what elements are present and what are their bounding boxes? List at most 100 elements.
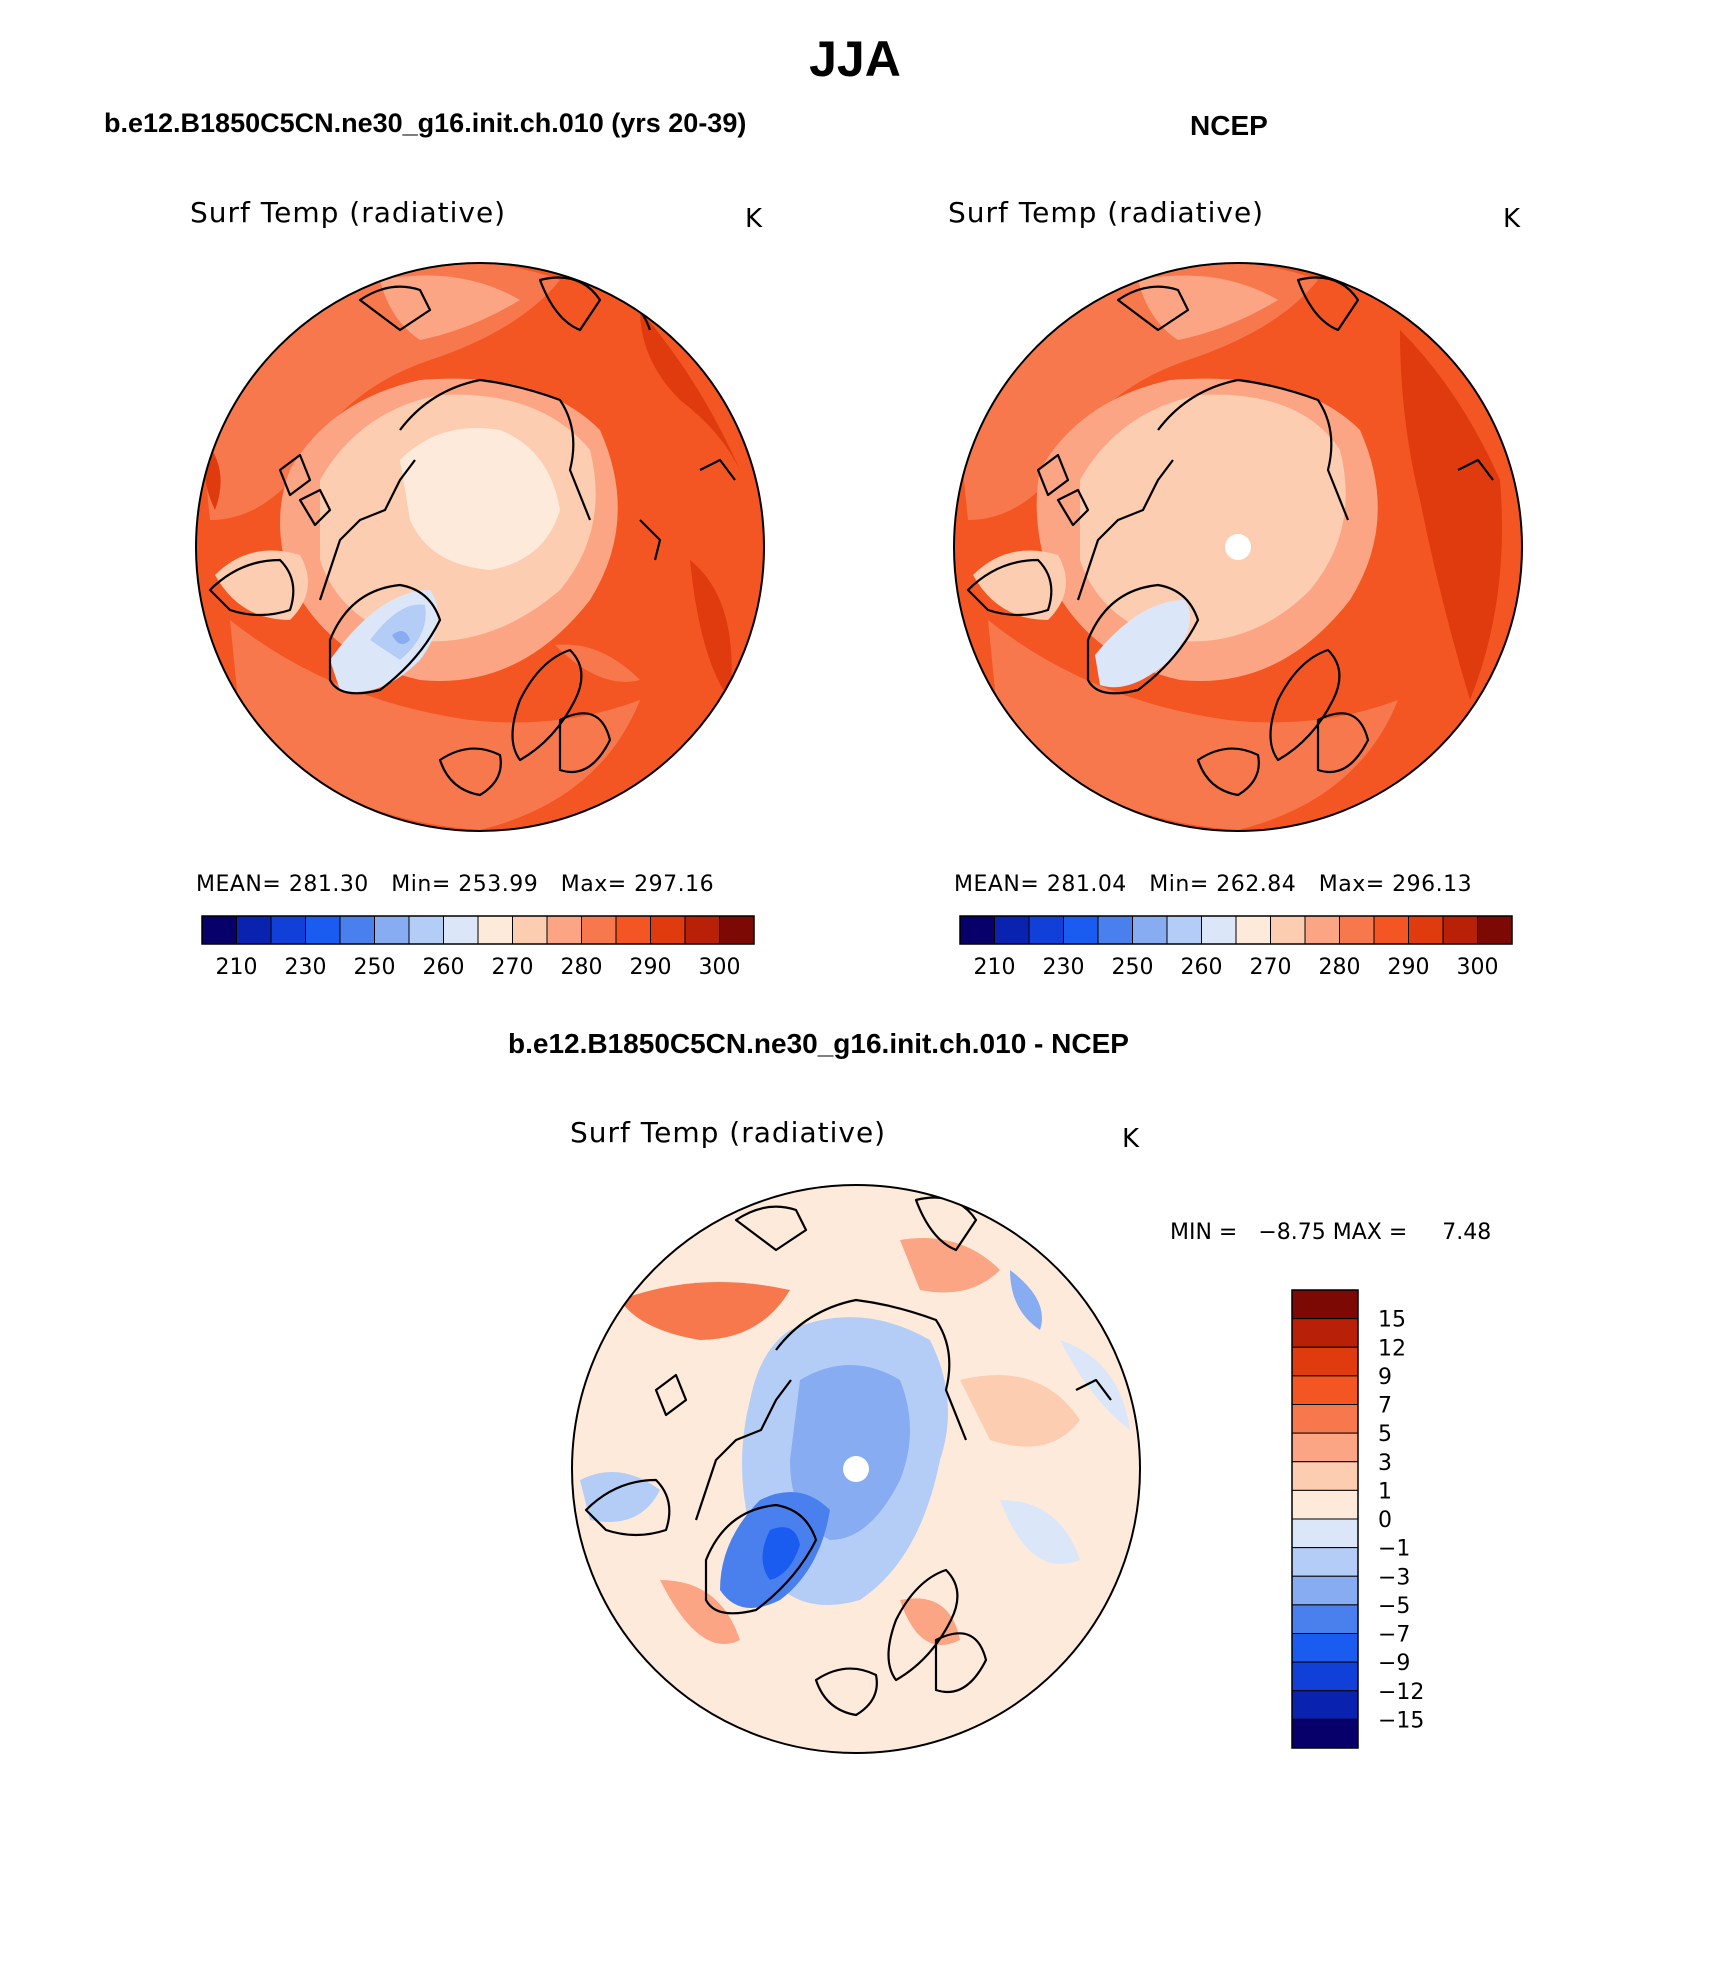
difference-colorbar-swatch bbox=[1291, 1633, 1359, 1663]
model-colorbar-swatch bbox=[546, 915, 582, 945]
obs-colorbar-swatch bbox=[1442, 915, 1478, 945]
difference-colorbar-swatch bbox=[1291, 1461, 1359, 1491]
difference-colorbar-tick-label: 12 bbox=[1378, 1336, 1406, 1361]
obs-colorbar-tick-label: 230 bbox=[1043, 955, 1085, 980]
model-colorbar-tick-label: 250 bbox=[354, 955, 396, 980]
model-colorbar-swatch bbox=[512, 915, 548, 945]
obs-colorbar-tick-label: 280 bbox=[1319, 955, 1361, 980]
obs-colorbar-swatch bbox=[1063, 915, 1099, 945]
obs-colorbar-tick-label: 260 bbox=[1181, 955, 1223, 980]
difference-colorbar-swatch bbox=[1291, 1375, 1359, 1405]
obs-variable-label: Surf Temp (radiative) bbox=[948, 196, 1265, 229]
difference-colorbar: 15 12 9 7 5 3 1 0 −1 −3 −5 −7 −9 −12 −15 bbox=[1291, 1289, 1424, 1749]
obs-colorbar-swatch bbox=[1373, 915, 1409, 945]
obs-colorbar-swatch bbox=[1201, 915, 1237, 945]
difference-colorbar-swatch bbox=[1291, 1432, 1359, 1463]
difference-colorbar-swatch bbox=[1291, 1404, 1359, 1434]
model-colorbar-swatch bbox=[684, 915, 720, 945]
difference-header: b.e12.B1850C5CN.ne30_g16.init.ch.010 - N… bbox=[508, 1028, 1129, 1059]
model-colorbar: 210 230 250 260 270 280 290 300 bbox=[201, 915, 755, 980]
model-colorbar-swatch bbox=[339, 915, 375, 945]
model-colorbar-swatch bbox=[443, 915, 479, 945]
model-colorbar-tick-label: 280 bbox=[561, 955, 603, 980]
obs-min-label: Min= bbox=[1149, 872, 1209, 897]
obs-colorbar-swatch bbox=[1235, 915, 1271, 945]
obs-colorbar-swatch bbox=[1339, 915, 1375, 945]
model-variable-label: Surf Temp (radiative) bbox=[190, 196, 507, 229]
model-mean-label: MEAN= bbox=[196, 872, 282, 897]
obs-colorbar-swatch bbox=[1028, 915, 1064, 945]
difference-minmax: MIN = −8.75 MAX = 7.48 bbox=[1170, 1220, 1491, 1245]
model-colorbar-swatch bbox=[581, 915, 617, 945]
model-max-label: Max= bbox=[560, 872, 627, 897]
obs-colorbar-tick-label: 250 bbox=[1112, 955, 1154, 980]
obs-colorbar-swatch bbox=[1304, 915, 1340, 945]
obs-colorbar-swatch bbox=[1477, 915, 1513, 945]
obs-min-value: 262.84 bbox=[1216, 872, 1297, 897]
model-min-label: Min= bbox=[391, 872, 451, 897]
obs-mean-label: MEAN= bbox=[954, 872, 1040, 897]
difference-colorbar-swatch bbox=[1291, 1604, 1359, 1634]
difference-colorbar-swatch bbox=[1291, 1661, 1359, 1692]
model-min-value: 253.99 bbox=[458, 872, 539, 897]
obs-colorbar-tick-label: 300 bbox=[1457, 955, 1499, 980]
difference-colorbar-tick-label: −15 bbox=[1378, 1708, 1424, 1733]
model-colorbar-tick-label: 260 bbox=[423, 955, 465, 980]
model-colorbar-swatch bbox=[615, 915, 651, 945]
difference-colorbar-tick-label: −3 bbox=[1378, 1565, 1410, 1590]
difference-colorbar-swatch bbox=[1291, 1575, 1359, 1606]
model-mean-value: 281.30 bbox=[288, 872, 369, 897]
obs-units-label: K bbox=[1503, 204, 1521, 234]
difference-colorbar-tick-label: 15 bbox=[1378, 1308, 1406, 1333]
model-colorbar-swatch bbox=[201, 915, 237, 945]
difference-colorbar-tick-label: 3 bbox=[1378, 1451, 1392, 1476]
model-colorbar-tick-label: 230 bbox=[285, 955, 327, 980]
model-units-label: K bbox=[745, 204, 763, 234]
obs-colorbar-swatch bbox=[994, 915, 1030, 945]
difference-colorbar-swatch bbox=[1291, 1547, 1359, 1577]
difference-colorbar-swatch bbox=[1291, 1518, 1359, 1549]
model-colorbar-swatch bbox=[305, 915, 341, 945]
figure-title: JJA bbox=[809, 31, 901, 87]
difference-colorbar-tick-label: −9 bbox=[1378, 1651, 1410, 1676]
obs-colorbar-swatch bbox=[1408, 915, 1444, 945]
model-colorbar-swatch bbox=[270, 915, 306, 945]
model-colorbar-tick-label: 290 bbox=[630, 955, 672, 980]
model-colorbar-swatch bbox=[408, 915, 444, 945]
difference-colorbar-tick-label: 7 bbox=[1378, 1394, 1392, 1419]
difference-max-label: MAX = bbox=[1332, 1220, 1408, 1245]
difference-max-value: 7.48 bbox=[1442, 1220, 1492, 1245]
obs-colorbar-swatch bbox=[1132, 915, 1168, 945]
difference-colorbar-tick-label: 1 bbox=[1378, 1479, 1392, 1504]
difference-colorbar-swatch bbox=[1291, 1718, 1359, 1749]
difference-colorbar-swatch bbox=[1291, 1690, 1359, 1720]
model-colorbar-swatch bbox=[374, 915, 410, 945]
difference-min-label: MIN = bbox=[1170, 1220, 1238, 1245]
model-polar-map bbox=[195, 262, 765, 832]
model-colorbar-tick-label: 300 bbox=[699, 955, 741, 980]
difference-colorbar-swatch bbox=[1291, 1346, 1359, 1377]
obs-colorbar-swatch bbox=[959, 915, 995, 945]
difference-colorbar-swatch bbox=[1291, 1318, 1359, 1348]
obs-mean-value: 281.04 bbox=[1046, 872, 1127, 897]
model-panel-header: b.e12.B1850C5CN.ne30_g16.init.ch.010 (yr… bbox=[104, 108, 747, 138]
difference-colorbar-tick-label: −12 bbox=[1378, 1680, 1424, 1705]
difference-colorbar-tick-label: 5 bbox=[1378, 1422, 1392, 1447]
difference-colorbar-tick-label: 9 bbox=[1378, 1365, 1392, 1390]
model-colorbar-swatch bbox=[650, 915, 686, 945]
difference-polar-map bbox=[571, 1184, 1141, 1754]
difference-variable-label: Surf Temp (radiative) bbox=[570, 1116, 887, 1149]
difference-colorbar-swatch bbox=[1291, 1289, 1359, 1320]
difference-colorbar-tick-label: 0 bbox=[1378, 1508, 1392, 1533]
obs-colorbar-tick-label: 210 bbox=[974, 955, 1016, 980]
difference-units-label: K bbox=[1122, 1124, 1140, 1154]
obs-colorbar-tick-label: 270 bbox=[1250, 955, 1292, 980]
model-colorbar-swatch bbox=[477, 915, 513, 945]
obs-colorbar: 210 230 250 260 270 280 290 300 bbox=[959, 915, 1513, 980]
obs-colorbar-swatch bbox=[1097, 915, 1133, 945]
obs-missing-pole bbox=[1225, 534, 1251, 560]
model-colorbar-swatch bbox=[719, 915, 755, 945]
obs-max-label: Max= bbox=[1318, 872, 1385, 897]
obs-polar-map bbox=[953, 262, 1523, 832]
